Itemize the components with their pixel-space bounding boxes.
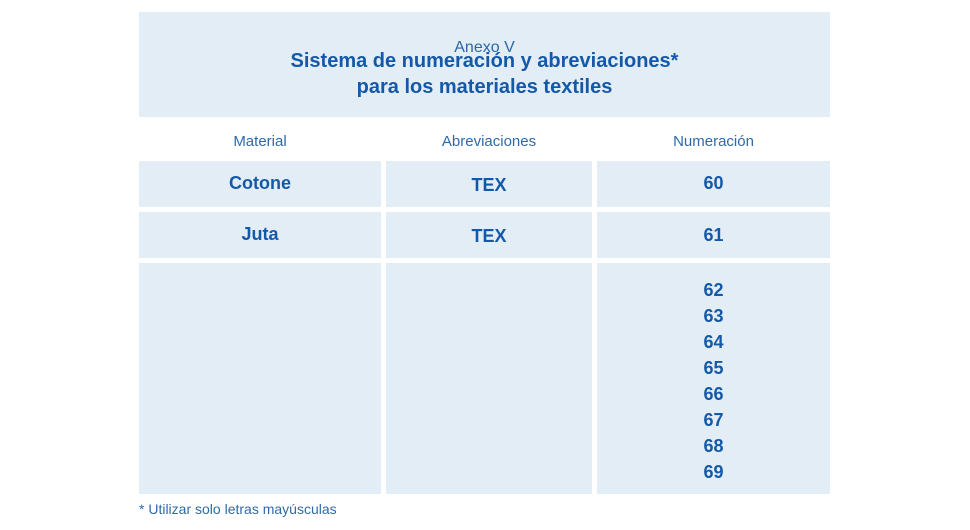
material-value: Cotone xyxy=(229,173,291,193)
number-value: 65 xyxy=(703,358,724,378)
number-value: 62 xyxy=(703,280,724,300)
number-value: 69 xyxy=(703,462,724,482)
number-value: 67 xyxy=(703,410,724,430)
abbreviation-value: TEX xyxy=(471,175,507,195)
table-cell-numbering: 62 63 64 65 66 67 68 69 xyxy=(597,263,830,494)
number-value: 68 xyxy=(703,436,724,456)
number-value: 66 xyxy=(703,384,724,404)
number-list: 62 63 64 65 66 67 68 69 xyxy=(597,277,830,485)
number-value: 64 xyxy=(703,332,724,352)
number-value: 63 xyxy=(703,306,724,326)
title-box: Anexo V Sistema de numeración y abreviac… xyxy=(139,12,830,117)
table-cell-material xyxy=(139,263,381,494)
abbreviation-value: TEX xyxy=(471,226,507,246)
material-value: Juta xyxy=(241,224,279,244)
table-cell-abbreviation: TEX xyxy=(386,161,592,207)
table-cell-material: Juta xyxy=(139,212,381,258)
table-cell-abbreviation xyxy=(386,263,592,494)
column-header-material: Material xyxy=(233,133,287,150)
number-value: 61 xyxy=(703,225,724,245)
column-header-numbering: Numeración xyxy=(673,133,754,150)
table-cell-material: Cotone xyxy=(139,161,381,207)
footnote: * Utilizar solo letras mayúsculas xyxy=(139,501,337,517)
number-value: 60 xyxy=(703,173,724,193)
table-cell-numbering: 60 xyxy=(597,161,830,207)
annex-label: Anexo V xyxy=(454,39,515,56)
table-cell-numbering: 61 xyxy=(597,212,830,258)
column-header-abbreviations: Abreviaciones xyxy=(441,133,537,150)
title-line-2: para los materiales textiles xyxy=(356,76,613,98)
title-line-1: Sistema de numeración y abreviaciones* xyxy=(290,50,679,72)
table-cell-abbreviation: TEX xyxy=(386,212,592,258)
